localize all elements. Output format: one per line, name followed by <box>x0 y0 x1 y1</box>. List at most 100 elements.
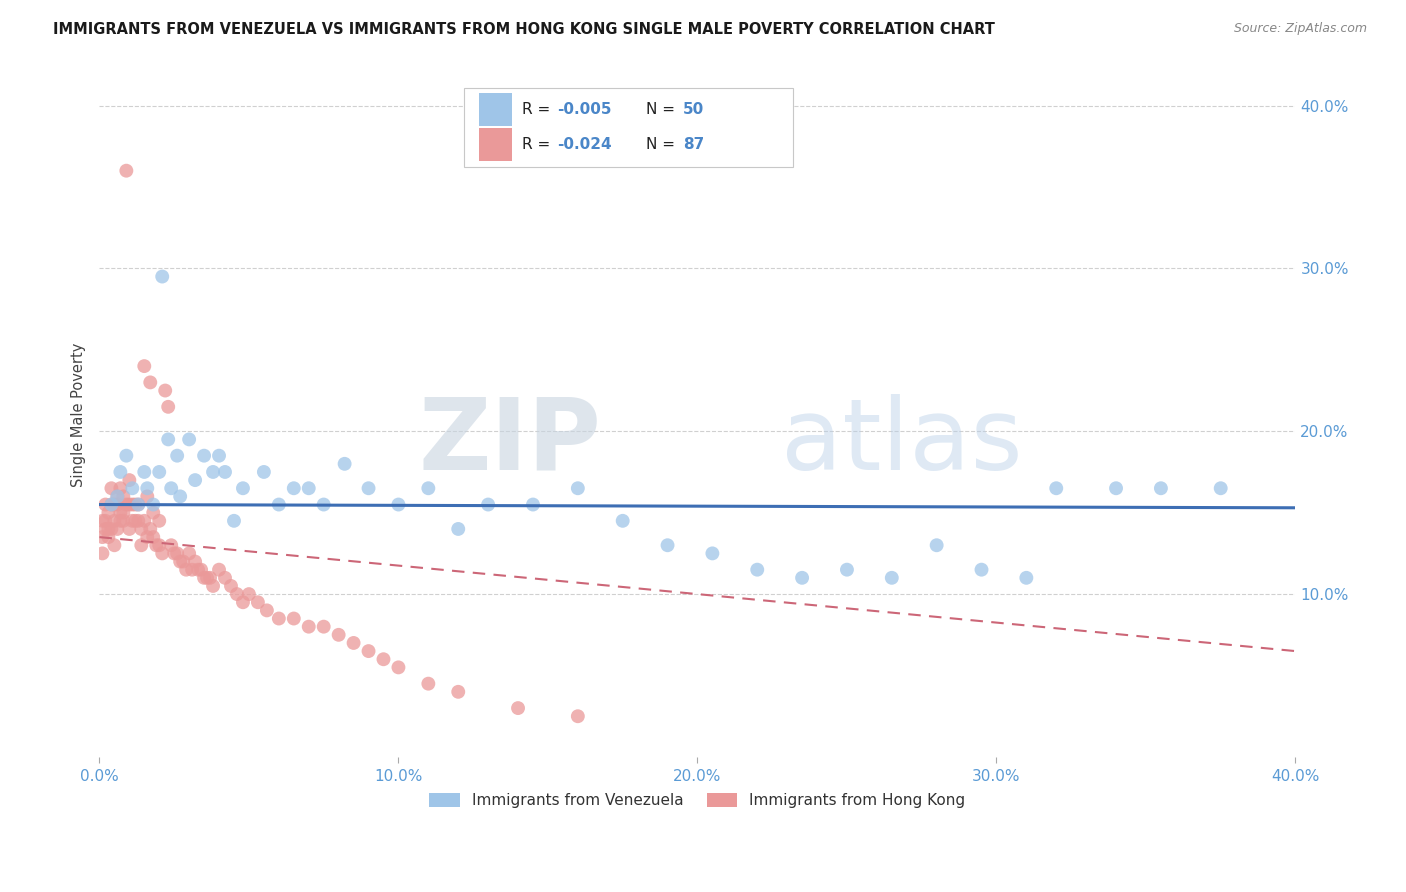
Point <box>94 514 117 528</box>
Point <box>157 433 180 447</box>
Point <box>219 579 242 593</box>
Point <box>129 522 152 536</box>
Point <box>169 555 191 569</box>
Point <box>190 563 212 577</box>
Point <box>1105 481 1128 495</box>
Point <box>169 489 191 503</box>
Point <box>112 506 135 520</box>
Point <box>118 522 141 536</box>
Point <box>91 530 114 544</box>
Point <box>150 546 173 560</box>
Point <box>148 538 170 552</box>
Point <box>790 571 813 585</box>
Point <box>105 489 128 503</box>
Point <box>160 481 183 495</box>
Point <box>232 595 254 609</box>
Point <box>312 498 335 512</box>
Point <box>567 709 589 723</box>
Point <box>94 498 117 512</box>
Point <box>139 376 162 390</box>
Point <box>110 481 132 495</box>
Point <box>100 481 122 495</box>
Point <box>477 498 499 512</box>
Point <box>118 473 141 487</box>
Point <box>136 481 159 495</box>
Point <box>110 465 132 479</box>
Point <box>747 563 769 577</box>
Bar <box>478 94 512 127</box>
Point <box>134 359 156 373</box>
Point <box>970 563 993 577</box>
Point <box>246 595 269 609</box>
Point <box>179 546 201 560</box>
Point <box>312 620 335 634</box>
Point <box>447 522 470 536</box>
Point <box>1045 481 1067 495</box>
Text: N =: N = <box>645 136 681 152</box>
Point <box>193 449 215 463</box>
Point <box>387 660 409 674</box>
Point <box>184 473 207 487</box>
Point <box>121 514 143 528</box>
Point <box>91 546 114 560</box>
Text: Source: ZipAtlas.com: Source: ZipAtlas.com <box>1233 22 1367 36</box>
Bar <box>478 128 512 161</box>
Point <box>387 498 409 512</box>
Point <box>1209 481 1232 495</box>
Point <box>115 163 138 178</box>
Point <box>150 269 173 284</box>
Point <box>121 481 143 495</box>
Point <box>100 498 122 512</box>
Point <box>127 514 149 528</box>
Point <box>1150 481 1173 495</box>
Point <box>97 530 120 544</box>
Point <box>174 563 197 577</box>
Point <box>373 652 395 666</box>
Point <box>612 514 634 528</box>
Point <box>342 636 364 650</box>
Point <box>100 522 122 536</box>
Text: R =: R = <box>522 136 555 152</box>
Point <box>256 603 278 617</box>
Point <box>298 481 321 495</box>
Point <box>134 514 156 528</box>
Point <box>129 538 152 552</box>
Y-axis label: Single Male Poverty: Single Male Poverty <box>72 343 86 487</box>
Point <box>148 465 170 479</box>
Point <box>127 498 149 512</box>
Point <box>112 489 135 503</box>
Point <box>115 449 138 463</box>
Text: -0.024: -0.024 <box>558 136 612 152</box>
Point <box>157 400 180 414</box>
Point <box>172 555 194 569</box>
Point <box>139 522 162 536</box>
Point <box>214 571 236 585</box>
Point <box>447 685 470 699</box>
Point <box>283 611 305 625</box>
Point <box>103 538 125 552</box>
Point <box>166 449 188 463</box>
Point <box>835 563 858 577</box>
Point <box>148 514 170 528</box>
Point <box>357 644 380 658</box>
Point <box>94 522 117 536</box>
Point <box>214 465 236 479</box>
Point <box>267 498 290 512</box>
Point <box>103 498 125 512</box>
Point <box>103 514 125 528</box>
Point <box>100 498 122 512</box>
Point <box>880 571 903 585</box>
Point <box>160 538 183 552</box>
Point <box>506 701 529 715</box>
Point <box>208 449 231 463</box>
Point <box>202 579 225 593</box>
Point <box>181 563 204 577</box>
Point <box>110 506 132 520</box>
Point <box>124 498 146 512</box>
Point <box>283 481 305 495</box>
Point <box>166 546 188 560</box>
Point <box>238 587 260 601</box>
Point <box>198 571 221 585</box>
Point <box>226 587 249 601</box>
Point <box>179 433 201 447</box>
